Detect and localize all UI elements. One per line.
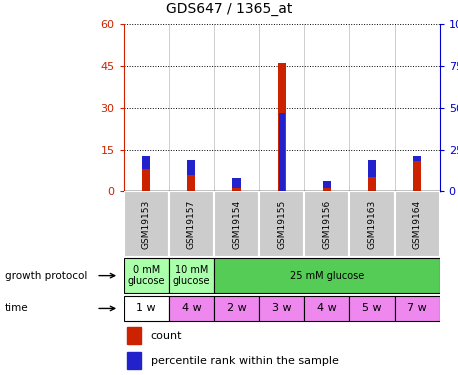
Bar (368, 159, 376, 177)
Bar (368, 177, 376, 191)
Bar (233, 189, 240, 191)
Text: 4 w: 4 w (317, 303, 337, 313)
Text: GSM19155: GSM19155 (277, 200, 286, 249)
Text: GSM19163: GSM19163 (367, 200, 376, 249)
Bar (349, 191, 394, 257)
Bar (323, 189, 331, 191)
Text: GDS647 / 1365_at: GDS647 / 1365_at (166, 2, 292, 16)
Text: GSM19164: GSM19164 (413, 200, 422, 249)
Text: 7 w: 7 w (407, 303, 427, 313)
Bar (187, 159, 196, 174)
Bar (304, 296, 349, 321)
Bar (349, 296, 394, 321)
Bar (323, 181, 331, 189)
Text: GSM19157: GSM19157 (187, 200, 196, 249)
Text: 5 w: 5 w (362, 303, 382, 313)
Bar (169, 296, 214, 321)
Text: GSM19156: GSM19156 (322, 200, 331, 249)
Text: GSM19154: GSM19154 (232, 200, 241, 249)
Text: 10 mM
glucose: 10 mM glucose (173, 265, 210, 286)
Bar (394, 191, 440, 257)
Bar (394, 296, 440, 321)
Text: growth protocol: growth protocol (5, 271, 87, 280)
Text: 1 w: 1 w (136, 303, 156, 313)
Bar (142, 169, 150, 191)
Bar (169, 191, 214, 257)
Bar (413, 160, 421, 191)
Bar (187, 174, 196, 191)
Bar (279, 113, 284, 191)
Bar (413, 156, 421, 160)
Bar (278, 63, 286, 191)
Bar (259, 191, 304, 257)
Bar (142, 156, 150, 169)
Text: 4 w: 4 w (181, 303, 201, 313)
Bar (127, 327, 141, 344)
Bar (304, 191, 349, 257)
Bar (124, 191, 169, 257)
Bar (259, 296, 304, 321)
Bar (127, 352, 141, 369)
Text: time: time (5, 303, 28, 313)
Bar (124, 258, 169, 293)
Text: 2 w: 2 w (227, 303, 246, 313)
Bar (214, 296, 259, 321)
Text: percentile rank within the sample: percentile rank within the sample (151, 356, 338, 366)
Text: 0 mM
glucose: 0 mM glucose (127, 265, 165, 286)
Text: 25 mM glucose: 25 mM glucose (290, 271, 364, 280)
Bar (214, 258, 440, 293)
Text: count: count (151, 331, 182, 341)
Bar (214, 191, 259, 257)
Bar (233, 178, 240, 189)
Text: 3 w: 3 w (272, 303, 291, 313)
Text: GSM19153: GSM19153 (142, 200, 151, 249)
Bar (124, 296, 169, 321)
Bar (169, 258, 214, 293)
